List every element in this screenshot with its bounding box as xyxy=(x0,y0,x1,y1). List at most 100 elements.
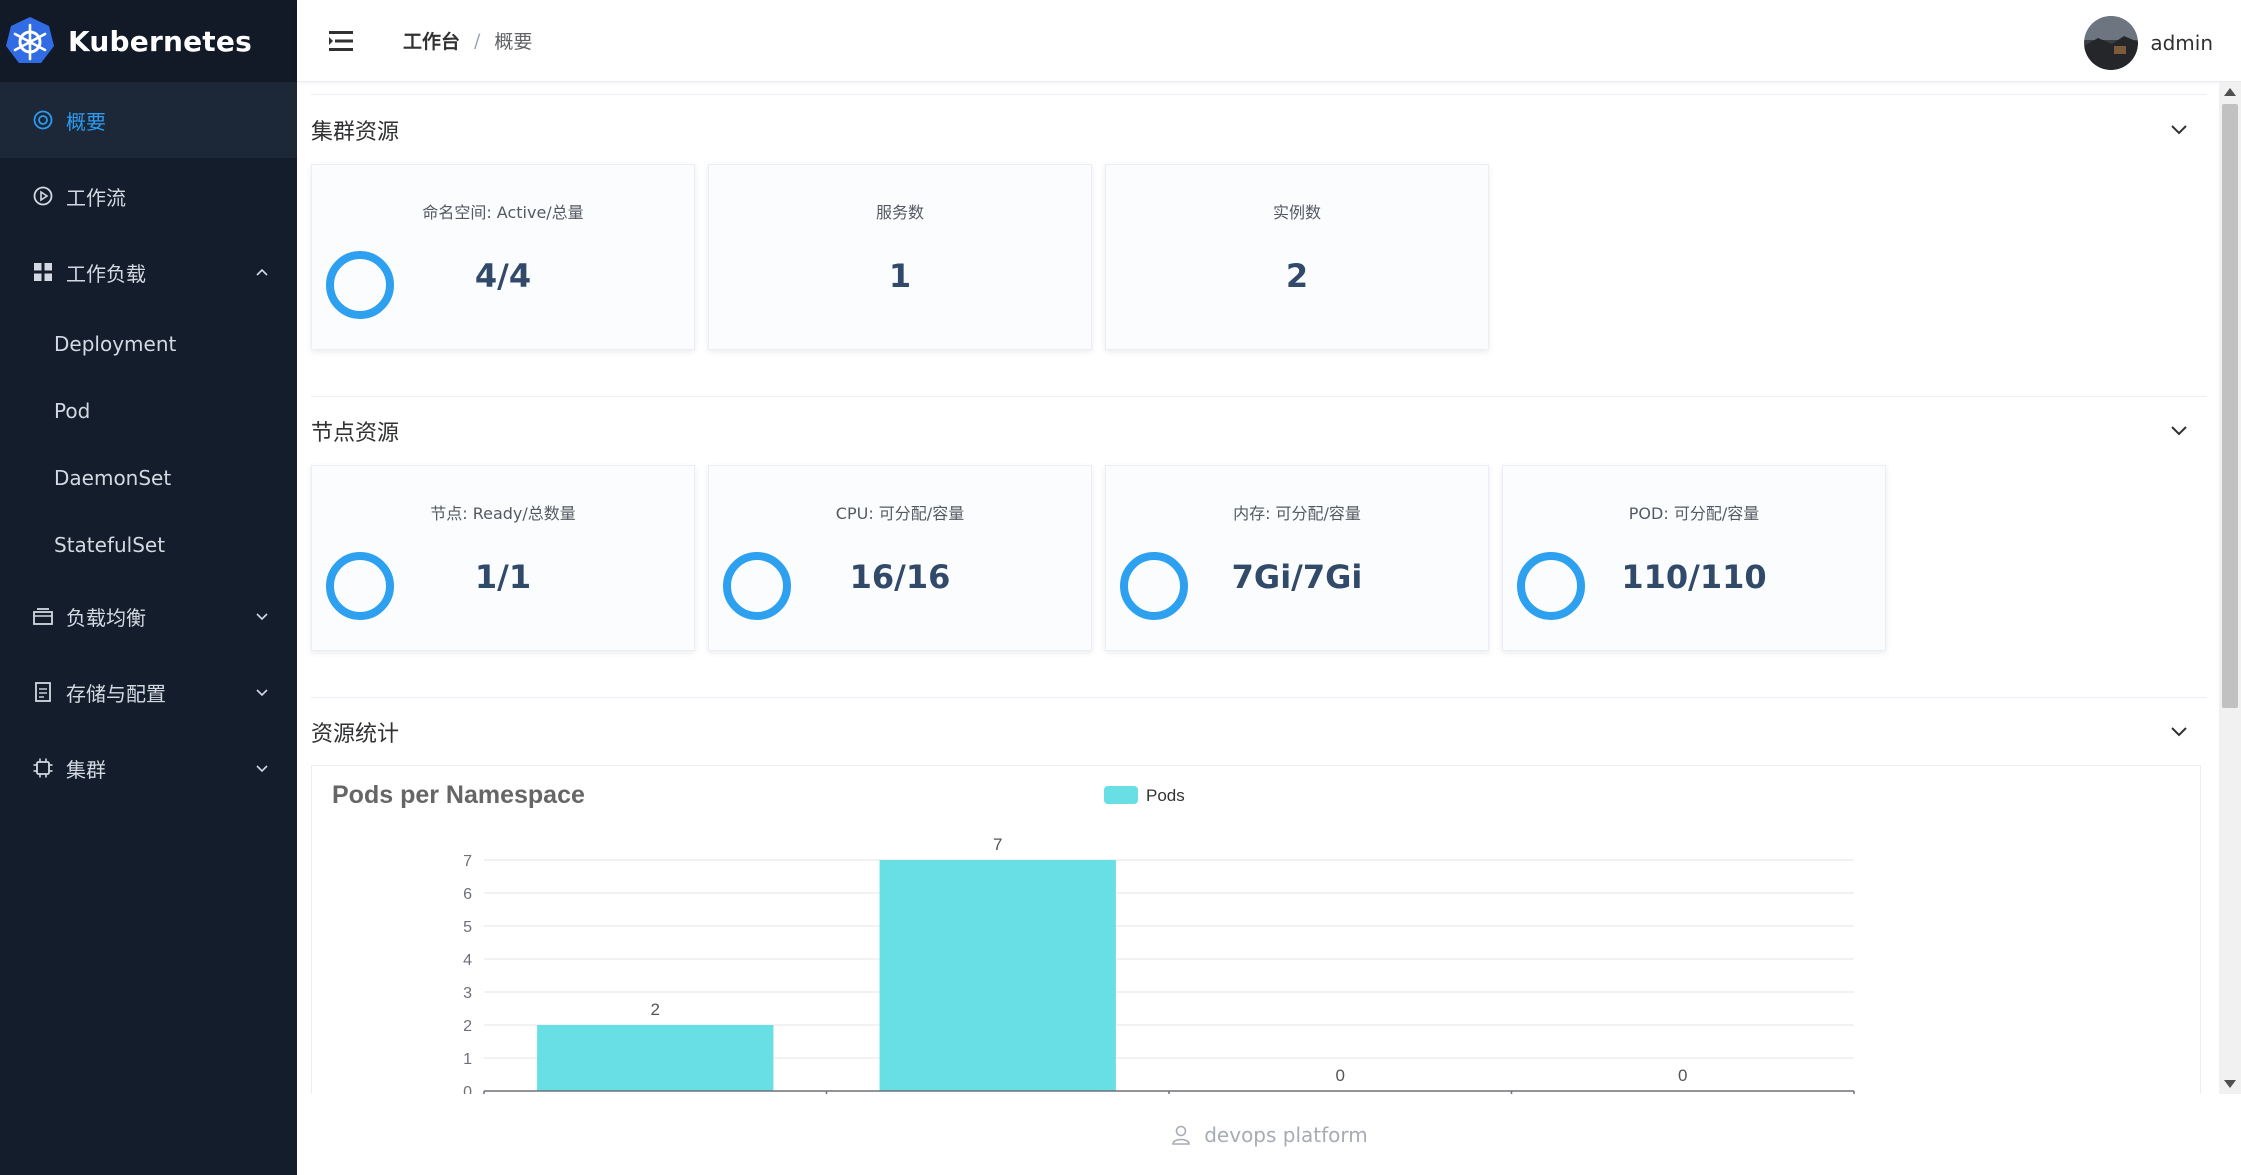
sidebar-subitem-statefulset[interactable]: StatefulSet xyxy=(54,532,166,557)
play-circle-icon xyxy=(32,185,54,207)
card-label: 节点: Ready/总数量 xyxy=(430,504,576,523)
sidebar-item-label: 存储与配置 xyxy=(66,681,166,706)
brand-title: Kubernetes xyxy=(68,24,252,58)
data-label: 0 xyxy=(1678,1066,1687,1085)
sidebar-item-load-balancing[interactable]: 负载均衡 xyxy=(0,578,297,654)
status-ring-icon xyxy=(326,251,394,319)
sidebar-menu: 概要 工作流 工作负载 Deployment Pod DaemonSet Sta… xyxy=(0,82,297,806)
sidebar-subitem-deployment[interactable]: Deployment xyxy=(54,331,177,356)
card-value: 110/110 xyxy=(1621,558,1767,596)
pods-per-namespace-chart: Pods per Namespace Pods 0 1 2 3 4 5 6 7 2 7 0 0 xyxy=(332,781,1855,1094)
y-tick-label: 0 xyxy=(463,1084,472,1094)
stat-card-pods: POD: 可分配/容量 110/110 xyxy=(1502,465,1886,651)
card-label: 实例数 xyxy=(1272,203,1321,222)
sidebar-item-label: 负载均衡 xyxy=(66,605,146,630)
sidebar-item-storage-config[interactable]: 存储与配置 xyxy=(0,654,297,730)
chevron-down-icon[interactable] xyxy=(2169,425,2189,437)
user-icon xyxy=(1172,1125,1191,1145)
card-value: 4/4 xyxy=(474,257,532,295)
sidebar: Kubernetes 概要 工作流 工作负载 Deployment Pod Da… xyxy=(0,0,297,1175)
dashboard-icon xyxy=(32,109,54,131)
menu-fold-icon[interactable] xyxy=(327,28,357,54)
breadcrumb-root[interactable]: 工作台 xyxy=(403,31,461,53)
chevron-down-icon xyxy=(256,765,268,773)
card-label: 服务数 xyxy=(875,203,924,222)
section-title-nodes: 节点资源 xyxy=(311,421,400,446)
footer: devops platform xyxy=(297,1094,2241,1175)
card-value: 2 xyxy=(1285,257,1309,295)
sidebar-item-cluster[interactable]: 集群 xyxy=(0,730,297,806)
stat-card-cpu: CPU: 可分配/容量 16/16 xyxy=(708,465,1092,651)
breadcrumb-separator: / xyxy=(474,29,481,52)
chevron-down-icon xyxy=(256,689,268,697)
section-title-stats: 资源统计 xyxy=(311,722,400,747)
kubernetes-logo-icon xyxy=(6,17,54,63)
chart-legend[interactable]: Pods xyxy=(1104,786,1185,805)
scrollbar-thumb[interactable] xyxy=(2222,104,2238,708)
sidebar-item-workloads[interactable]: 工作负载 xyxy=(0,234,297,310)
status-ring-icon xyxy=(723,552,791,620)
card-label: CPU: 可分配/容量 xyxy=(835,504,965,523)
footer-text: devops platform xyxy=(1204,1122,1368,1147)
status-ring-icon xyxy=(326,552,394,620)
sidebar-item-label: 工作负载 xyxy=(66,261,146,286)
vertical-scrollbar[interactable] xyxy=(2219,82,2241,1094)
sidebar-item-workflow[interactable]: 工作流 xyxy=(0,158,297,234)
chevron-down-icon[interactable] xyxy=(2169,726,2189,738)
scroll-down-icon[interactable] xyxy=(2224,1080,2236,1088)
scroll-up-icon[interactable] xyxy=(2224,88,2236,96)
chevron-down-icon[interactable] xyxy=(2169,124,2189,136)
sidebar-item-overview[interactable]: 概要 xyxy=(0,82,297,158)
y-tick-label: 3 xyxy=(463,985,472,1002)
stat-card-namespaces: 命名空间: Active/总量 4/4 xyxy=(311,164,695,350)
sidebar-subitem-daemonset[interactable]: DaemonSet xyxy=(54,465,172,490)
status-ring-icon xyxy=(1517,552,1585,620)
chip-icon xyxy=(32,757,54,779)
avatar[interactable] xyxy=(2084,16,2139,70)
brand[interactable]: Kubernetes xyxy=(0,0,297,82)
card-value: 16/16 xyxy=(849,558,951,596)
grid-icon xyxy=(32,261,54,283)
layers-icon xyxy=(32,605,54,627)
y-tick-label: 5 xyxy=(463,919,472,936)
card-value: 1/1 xyxy=(474,558,532,596)
section-divider xyxy=(311,396,2207,397)
y-tick-label: 2 xyxy=(463,1018,472,1035)
chevron-up-icon xyxy=(256,268,268,276)
legend-swatch xyxy=(1104,786,1138,804)
sidebar-item-label: 集群 xyxy=(66,757,106,782)
card-label: 命名空间: Active/总量 xyxy=(422,203,584,222)
stat-card-nodes: 节点: Ready/总数量 1/1 xyxy=(311,465,695,651)
username: admin xyxy=(2150,31,2213,55)
card-label: 内存: 可分配/容量 xyxy=(1233,504,1361,523)
stat-card-instances: 实例数 2 xyxy=(1105,164,1489,350)
breadcrumb-current: 概要 xyxy=(494,31,533,53)
stat-card-memory: 内存: 可分配/容量 7Gi/7Gi xyxy=(1105,465,1489,651)
user-menu[interactable]: admin xyxy=(2084,16,2213,70)
chart-title: Pods per Namespace xyxy=(332,781,585,809)
card-label: POD: 可分配/容量 xyxy=(1628,504,1760,523)
data-label: 0 xyxy=(1336,1066,1345,1085)
legend-label: Pods xyxy=(1146,786,1185,805)
data-label: 7 xyxy=(993,835,1002,854)
y-tick-label: 1 xyxy=(463,1051,472,1068)
stat-card-services: 服务数 1 xyxy=(708,164,1092,350)
main-content: 集群资源 命名空间: Active/总量 4/4 服务数 1 实例数 2 节点资… xyxy=(297,82,2219,1094)
y-tick-label: 7 xyxy=(463,853,472,870)
chart-bar[interactable] xyxy=(537,1025,774,1091)
chart-panel: Pods per Namespace Pods 0 1 2 3 4 5 6 7 2 7 0 0 xyxy=(311,765,2201,1094)
sidebar-item-label: 工作流 xyxy=(66,185,126,210)
card-value: 1 xyxy=(888,257,912,295)
card-value: 7Gi/7Gi xyxy=(1231,558,1363,596)
y-tick-label: 6 xyxy=(463,886,472,903)
section-divider xyxy=(311,697,2207,698)
top-header: 工作台 / 概要 admin xyxy=(297,0,2241,82)
chevron-down-icon xyxy=(256,613,268,621)
sidebar-item-label: 概要 xyxy=(66,109,106,134)
document-icon xyxy=(32,681,54,703)
breadcrumb: 工作台 / 概要 xyxy=(403,27,532,54)
status-ring-icon xyxy=(1120,552,1188,620)
y-tick-label: 4 xyxy=(463,952,472,969)
chart-bar[interactable] xyxy=(879,860,1116,1091)
sidebar-subitem-pod[interactable]: Pod xyxy=(54,398,91,423)
